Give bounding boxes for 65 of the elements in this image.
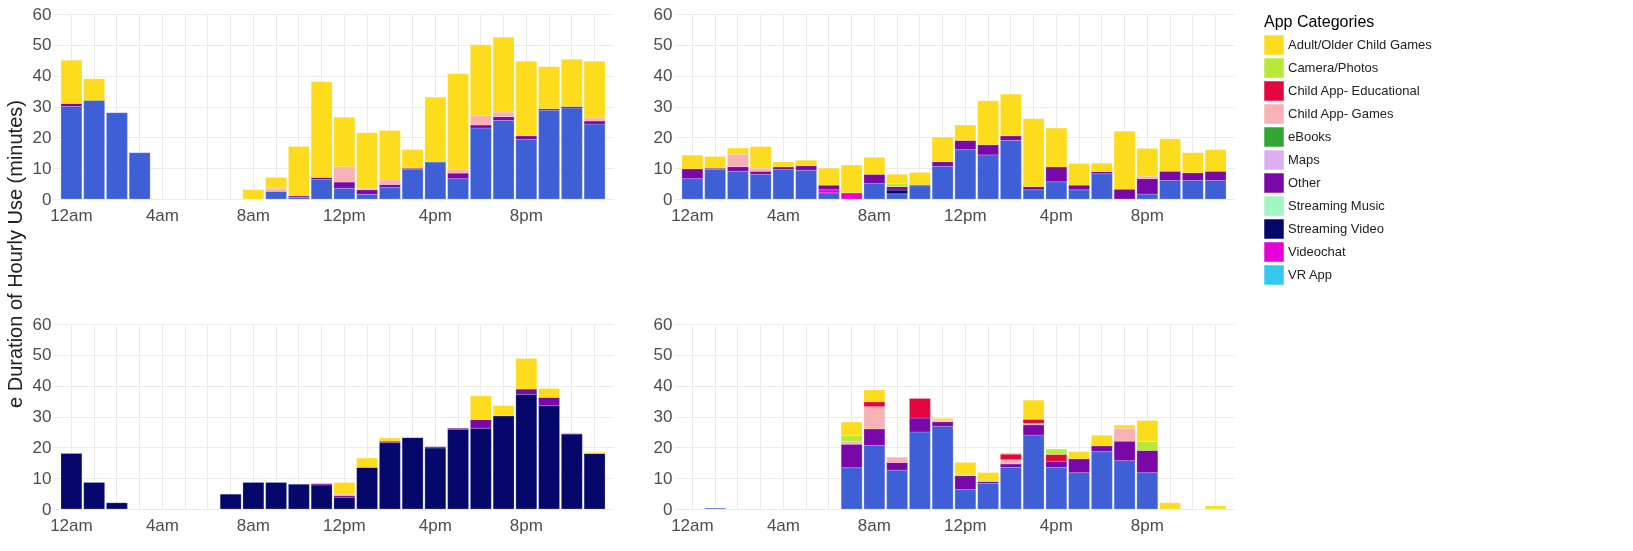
y-tick-label: 10 <box>653 158 673 178</box>
y-tick-label: 0 <box>42 499 52 519</box>
x-tick-label: 12pm <box>944 515 987 535</box>
x-tick-label: 12pm <box>944 205 987 225</box>
y-tick-label: 60 <box>653 4 673 24</box>
y-tick-label: 40 <box>32 66 52 86</box>
x-tick-label: 12am <box>50 515 93 535</box>
x-tick-label: 4am <box>766 515 800 535</box>
y-tick-label: 20 <box>653 127 673 147</box>
legend-label: Maps <box>1288 152 1321 167</box>
x-tick-label: 12pm <box>323 205 366 225</box>
y-tick-label: 50 <box>653 345 673 365</box>
legend-label: Adult/Older Child Games <box>1288 37 1433 52</box>
x-tick-label: 12am <box>50 205 93 225</box>
y-tick-label: 30 <box>32 407 52 426</box>
legend-label: Other <box>1288 175 1322 190</box>
legend-label: Child App- Games <box>1288 106 1394 121</box>
y-tick-label: 40 <box>653 376 673 396</box>
x-tick-label: 8pm <box>509 515 543 535</box>
y-tick-label: 30 <box>32 97 52 116</box>
legend-label: eBooks <box>1288 129 1332 144</box>
x-tick-label: 12pm <box>323 515 366 535</box>
x-tick-label: 12am <box>671 205 714 225</box>
y-tick-label: 10 <box>653 468 673 488</box>
y-tick-label: 20 <box>653 437 673 457</box>
y-tick-label: 60 <box>653 314 673 334</box>
y-tick-label: 40 <box>32 376 52 396</box>
x-tick-label: 4pm <box>418 205 452 225</box>
y-axis-title: e Duration of Hourly Use (minutes) <box>4 100 26 408</box>
y-tick-label: 20 <box>32 127 52 147</box>
x-tick-label: 4am <box>766 205 800 225</box>
legend-title: App Categories <box>1264 13 1375 30</box>
y-tick-label: 40 <box>653 66 673 86</box>
x-tick-label: 8am <box>857 515 891 535</box>
x-tick-label: 8pm <box>1130 515 1164 535</box>
x-tick-label: 8am <box>857 205 891 225</box>
x-tick-label: 4am <box>145 205 179 225</box>
legend-label: Videochat <box>1288 244 1346 259</box>
x-tick-label: 4pm <box>1039 205 1073 225</box>
y-tick-label: 10 <box>32 158 52 178</box>
legend-label: Streaming Video <box>1288 221 1384 236</box>
x-tick-label: 8pm <box>1130 205 1164 225</box>
legend-label: Camera/Photos <box>1288 60 1379 75</box>
y-tick-label: 20 <box>32 437 52 457</box>
y-tick-label: 30 <box>653 97 673 116</box>
legend-label: Streaming Music <box>1288 198 1386 213</box>
x-tick-label: 4am <box>145 515 179 535</box>
x-tick-label: 8pm <box>509 205 543 225</box>
y-tick-label: 0 <box>663 189 673 209</box>
x-tick-label: 4pm <box>1039 515 1073 535</box>
legend-label: Child App- Educational <box>1288 83 1420 98</box>
x-tick-label: 12am <box>671 515 714 535</box>
legend-label: VR App <box>1288 267 1333 282</box>
x-tick-label: 8am <box>236 515 270 535</box>
y-tick-label: 50 <box>653 35 673 55</box>
x-tick-label: 4pm <box>418 515 452 535</box>
y-tick-label: 0 <box>42 189 52 209</box>
y-tick-label: 50 <box>32 345 52 365</box>
y-tick-label: 10 <box>32 468 52 488</box>
y-tick-label: 60 <box>32 4 52 24</box>
x-tick-label: 8am <box>236 205 270 225</box>
y-tick-label: 60 <box>32 314 52 334</box>
y-tick-label: 0 <box>663 499 673 519</box>
y-tick-label: 50 <box>32 35 52 55</box>
y-tick-label: 30 <box>653 407 673 426</box>
